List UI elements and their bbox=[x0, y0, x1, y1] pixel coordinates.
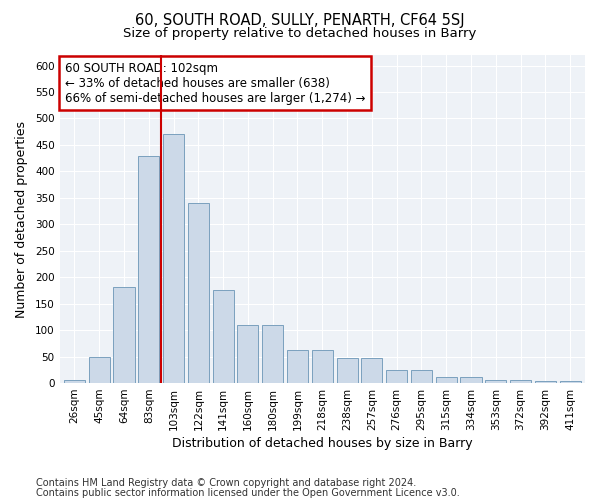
Bar bbox=[535, 382, 556, 383]
Bar bbox=[163, 134, 184, 383]
Text: Size of property relative to detached houses in Barry: Size of property relative to detached ho… bbox=[124, 28, 476, 40]
Bar bbox=[89, 356, 110, 383]
Bar bbox=[510, 380, 531, 383]
Bar bbox=[312, 350, 333, 383]
Bar bbox=[287, 350, 308, 383]
Text: Contains public sector information licensed under the Open Government Licence v3: Contains public sector information licen… bbox=[36, 488, 460, 498]
Bar bbox=[485, 380, 506, 383]
Bar bbox=[460, 376, 482, 383]
Bar bbox=[436, 376, 457, 383]
Bar bbox=[212, 290, 233, 383]
Bar bbox=[262, 325, 283, 383]
X-axis label: Distribution of detached houses by size in Barry: Distribution of detached houses by size … bbox=[172, 437, 473, 450]
Bar bbox=[337, 358, 358, 383]
Bar bbox=[64, 380, 85, 383]
Bar bbox=[560, 382, 581, 383]
Bar bbox=[238, 325, 259, 383]
Bar bbox=[138, 156, 160, 383]
Y-axis label: Number of detached properties: Number of detached properties bbox=[15, 120, 28, 318]
Text: 60 SOUTH ROAD: 102sqm
← 33% of detached houses are smaller (638)
66% of semi-det: 60 SOUTH ROAD: 102sqm ← 33% of detached … bbox=[65, 62, 365, 104]
Bar bbox=[361, 358, 382, 383]
Bar bbox=[386, 370, 407, 383]
Bar bbox=[188, 203, 209, 383]
Text: Contains HM Land Registry data © Crown copyright and database right 2024.: Contains HM Land Registry data © Crown c… bbox=[36, 478, 416, 488]
Bar bbox=[411, 370, 432, 383]
Bar bbox=[113, 287, 134, 383]
Text: 60, SOUTH ROAD, SULLY, PENARTH, CF64 5SJ: 60, SOUTH ROAD, SULLY, PENARTH, CF64 5SJ bbox=[135, 12, 465, 28]
